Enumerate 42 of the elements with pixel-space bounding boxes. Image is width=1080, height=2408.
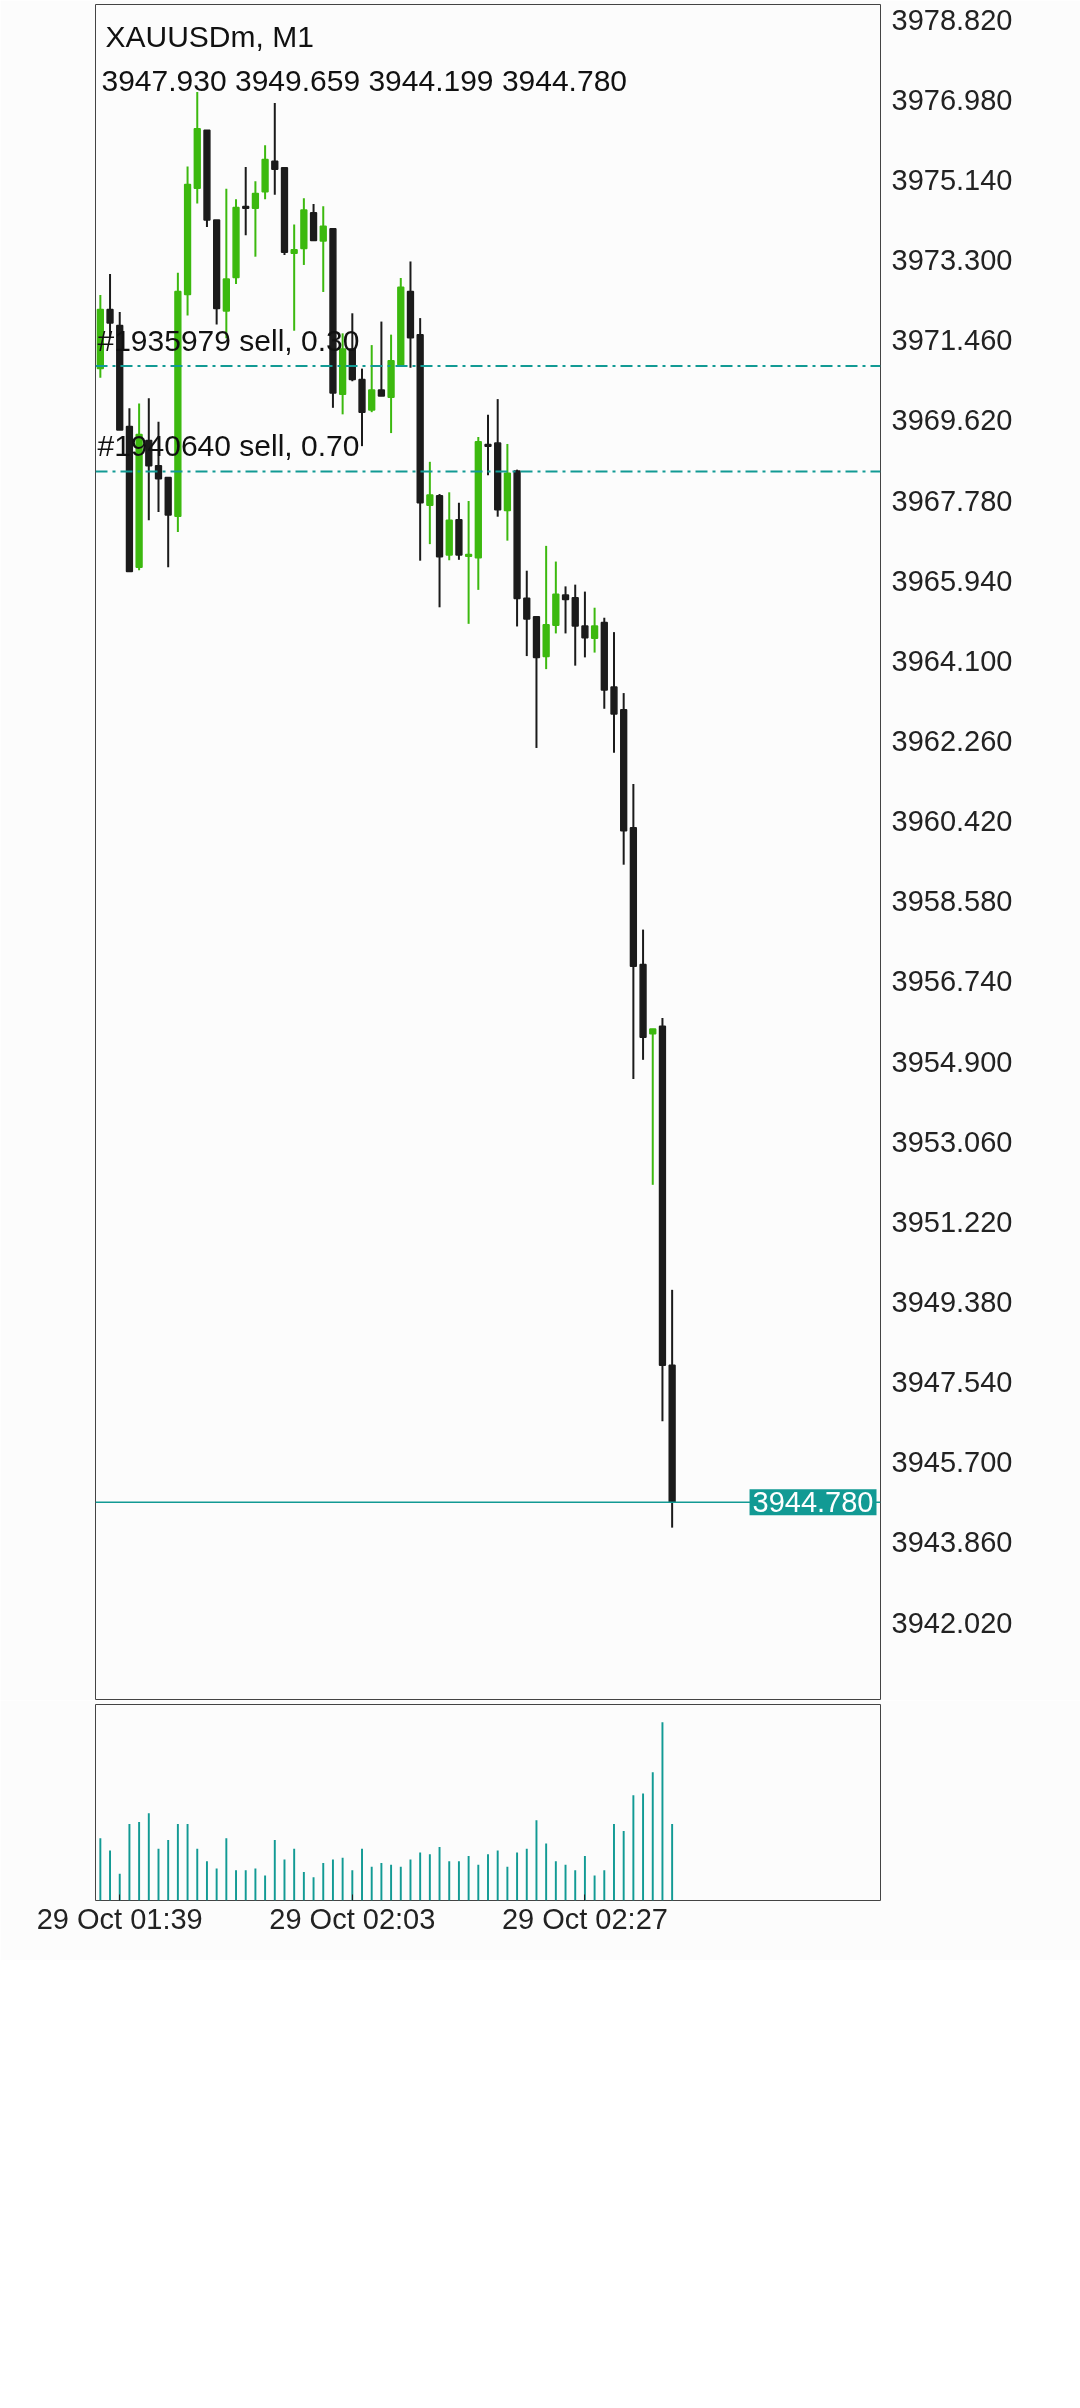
- candlestick: [242, 165, 250, 237]
- text: 3947.930 3949.659 3944.199 3944.780: [101, 63, 628, 97]
- y-tick-label: 3949.380: [891, 1285, 1013, 1318]
- candlestick: [290, 223, 298, 332]
- y-tick-label: 3951.220: [891, 1205, 1013, 1238]
- candlestick: [271, 101, 279, 196]
- y-tick-label: 3960.420: [891, 805, 1013, 838]
- y-tick-label: 3975.140: [891, 164, 1013, 197]
- y-tick-label: 3971.460: [891, 324, 1013, 357]
- y-tick-label: 3976.980: [891, 83, 1013, 116]
- y-tick-label: 3965.940: [891, 564, 1013, 597]
- y-tick-label: 3958.580: [891, 885, 1013, 918]
- candlestick: [590, 606, 599, 654]
- category-label: 29 Oct 02:03: [269, 1902, 436, 1935]
- y-tick-label: 3953.060: [891, 1125, 1013, 1158]
- y-tick-label: 3964.100: [891, 644, 1013, 677]
- y-tick-label: 3954.900: [891, 1045, 1013, 1078]
- y-tick-label: 3973.300: [891, 244, 1013, 277]
- candlestick: [377, 320, 386, 398]
- y-tick-label: 3967.780: [891, 484, 1013, 517]
- text: XAUUSDm, M1: [105, 19, 314, 53]
- y-tick-label: 3945.700: [891, 1446, 1013, 1479]
- y-tick-label: 3956.740: [891, 965, 1013, 998]
- candlestick: [464, 500, 473, 625]
- y-tick-label: 3942.020: [891, 1606, 1013, 1639]
- candlestick: [484, 413, 492, 477]
- candlestick: [649, 1027, 657, 1186]
- candlestick: [426, 460, 434, 546]
- y-tick-label: 3969.620: [891, 404, 1013, 437]
- y-tick-label: 3978.820: [891, 3, 1013, 36]
- candlestick: [561, 585, 570, 635]
- candlestick: [523, 569, 531, 658]
- category-label: 29 Oct 01:39: [36, 1902, 203, 1935]
- category-label: 29 Oct 02:27: [501, 1902, 668, 1935]
- candlestick: [251, 180, 260, 258]
- y-tick-label: 3947.540: [891, 1366, 1013, 1399]
- y-tick-label: 3943.860: [891, 1526, 1013, 1559]
- candlestick: [319, 205, 327, 293]
- candlestick: [581, 590, 589, 659]
- candlestick: [368, 344, 376, 414]
- y-tick-label: 3962.260: [891, 725, 1013, 757]
- ref-line-label: 3944.780: [752, 1486, 874, 1519]
